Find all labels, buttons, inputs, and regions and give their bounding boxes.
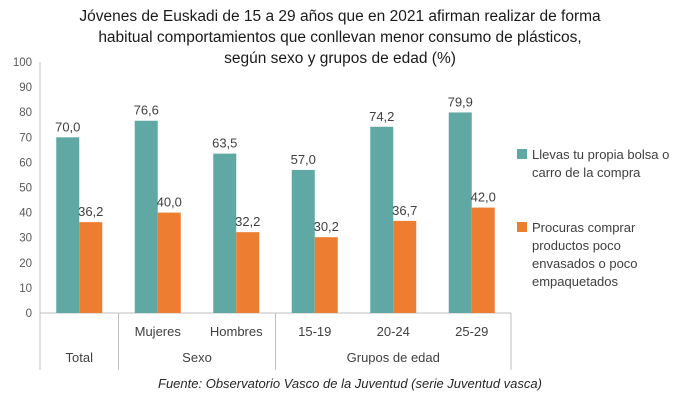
bar-envasados xyxy=(314,237,338,313)
bar-envasados xyxy=(236,232,260,313)
chart-title-line: Jóvenes de Euskadi de 15 a 29 años que e… xyxy=(79,8,601,25)
data-label: 36,2 xyxy=(78,204,103,219)
y-tick-label: 30 xyxy=(19,233,32,245)
x-group-label: Sexo xyxy=(182,350,212,365)
legend-swatch-teal xyxy=(517,149,527,159)
data-label: 57,0 xyxy=(291,152,316,167)
legend-item-bolsa: Llevas tu propia bolsa o carro de la com… xyxy=(517,146,697,182)
data-label: 42,0 xyxy=(471,190,496,205)
data-label: 79,9 xyxy=(448,94,473,109)
x-group-label: Grupos de edad xyxy=(347,350,440,365)
bar-bolsa xyxy=(370,126,394,314)
y-tick-label: 70 xyxy=(19,132,32,144)
data-label: 63,5 xyxy=(212,136,237,151)
data-label: 32,2 xyxy=(235,214,260,229)
y-tick-label: 60 xyxy=(19,157,32,169)
legend-label-line: Llevas tu propia bolsa o xyxy=(532,147,670,162)
data-label: 36,7 xyxy=(392,203,417,218)
legend-swatch-orange xyxy=(517,222,527,232)
chart-source: Fuente: Observatorio Vasco de la Juventu… xyxy=(158,376,542,391)
bar-bolsa xyxy=(134,120,158,313)
y-tick-label: 20 xyxy=(19,258,32,270)
data-label: 70,0 xyxy=(55,119,80,134)
legend-label-line: Procuras comprar xyxy=(532,220,636,235)
legend-label-line: productos poco xyxy=(532,238,621,253)
bar-bolsa xyxy=(56,137,80,313)
x-category-label: Mujeres xyxy=(135,324,182,339)
x-category-label: Total xyxy=(66,350,94,365)
y-tick-label: 90 xyxy=(19,82,32,94)
y-tick-label: 100 xyxy=(13,57,32,69)
chart-title-line: habitual comportamientos que conllevan m… xyxy=(98,29,582,46)
legend-label-line: envasados o poco xyxy=(532,256,638,271)
legend-item-envasados: Procuras comprar productos poco envasado… xyxy=(517,219,697,291)
chart-title: Jóvenes de Euskadi de 15 a 29 años que e… xyxy=(20,6,660,69)
bar-envasados xyxy=(471,207,495,313)
y-tick-label: 10 xyxy=(19,283,32,295)
bar-envasados xyxy=(393,220,417,313)
x-category-label: Hombres xyxy=(210,324,263,339)
data-label: 74,2 xyxy=(369,109,394,124)
bar-bolsa xyxy=(448,112,472,314)
y-tick-label: 50 xyxy=(19,183,32,195)
bar-envasados xyxy=(157,212,181,313)
data-label: 40,0 xyxy=(157,195,182,210)
x-category-label: 20-24 xyxy=(377,324,410,339)
bar-bolsa xyxy=(291,169,315,313)
data-label: 30,2 xyxy=(314,219,339,234)
data-label: 76,6 xyxy=(134,103,159,118)
chart-title-line: según sexo y grupos de edad (%) xyxy=(224,50,456,67)
bar-bolsa xyxy=(213,153,237,313)
bar-envasados xyxy=(79,222,103,313)
y-tick-label: 40 xyxy=(19,208,32,220)
legend-label-line: empaquetados xyxy=(532,274,619,289)
x-category-label: 25-29 xyxy=(455,324,488,339)
x-category-label: 15-19 xyxy=(298,324,331,339)
legend-label-line: carro de la compra xyxy=(532,165,641,180)
y-tick-label: 80 xyxy=(19,107,32,119)
y-tick-label: 0 xyxy=(26,308,32,320)
